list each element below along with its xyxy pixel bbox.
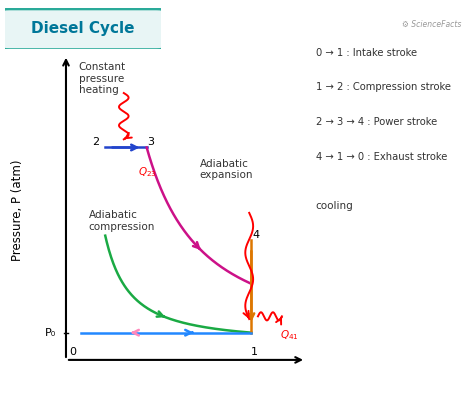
- Text: P₀: P₀: [45, 328, 56, 338]
- Text: 0 → 1 : Intake stroke: 0 → 1 : Intake stroke: [316, 48, 417, 58]
- FancyBboxPatch shape: [1, 9, 164, 49]
- Text: Diesel Cycle: Diesel Cycle: [31, 21, 135, 35]
- Text: Constant
volume
cooling: Constant volume cooling: [316, 178, 363, 211]
- Text: ⚙ ScienceFacts: ⚙ ScienceFacts: [402, 20, 461, 29]
- Text: 4: 4: [252, 229, 259, 240]
- Text: 1 → 2 : Compression stroke: 1 → 2 : Compression stroke: [316, 82, 451, 92]
- Text: 3: 3: [147, 137, 155, 147]
- Text: 0: 0: [69, 347, 76, 357]
- Text: Pressure, P (atm): Pressure, P (atm): [11, 159, 24, 261]
- Text: 2 → 3 → 4 : Power stroke: 2 → 3 → 4 : Power stroke: [316, 117, 437, 127]
- Text: $Q_{23}$: $Q_{23}$: [138, 165, 157, 178]
- Text: Adiabatic
expansion: Adiabatic expansion: [200, 159, 253, 180]
- Text: 2: 2: [92, 137, 99, 147]
- Text: $Q_{41}$: $Q_{41}$: [280, 328, 299, 342]
- Text: 4 → 1 → 0 : Exhaust stroke: 4 → 1 → 0 : Exhaust stroke: [316, 152, 447, 162]
- Text: Adiabatic
compression: Adiabatic compression: [89, 210, 155, 232]
- Text: Constant
pressure
heating: Constant pressure heating: [79, 62, 126, 96]
- Text: 1: 1: [251, 347, 258, 357]
